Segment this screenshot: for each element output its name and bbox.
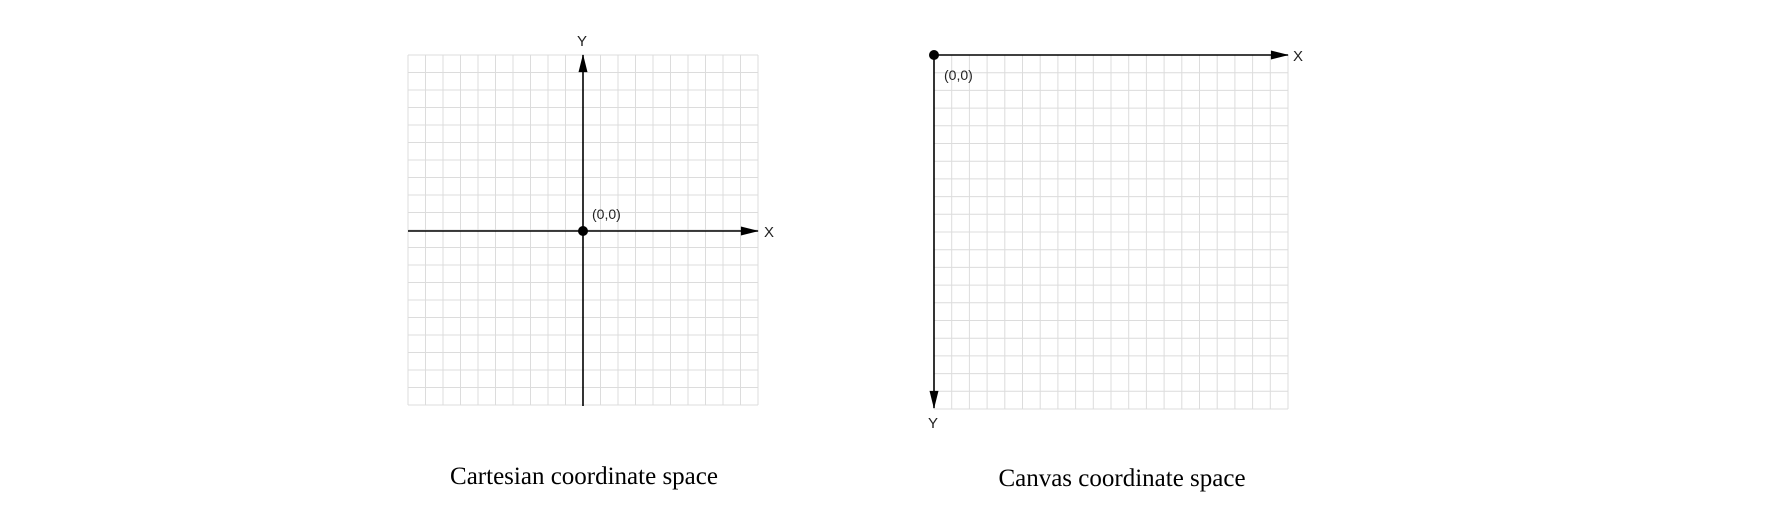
cartesian-origin-point bbox=[578, 226, 588, 236]
canvas-origin-label: (0,0) bbox=[944, 67, 973, 83]
canvas-caption: Canvas coordinate space bbox=[998, 465, 1245, 492]
canvas-grid bbox=[933, 54, 1289, 410]
cartesian-diagram: (0,0) X Y Cartesian coordinate space bbox=[407, 33, 774, 490]
cartesian-origin-label: (0,0) bbox=[592, 206, 621, 222]
cartesian-caption: Cartesian coordinate space bbox=[450, 463, 718, 490]
canvas-diagram: (0,0) X Y Canvas coordinate space bbox=[928, 48, 1303, 492]
canvas-origin-point bbox=[929, 50, 939, 60]
cartesian-x-axis-label: X bbox=[764, 224, 774, 241]
canvas-y-axis-label: Y bbox=[928, 415, 938, 432]
cartesian-y-axis-label: Y bbox=[577, 33, 587, 50]
canvas-x-axis-label: X bbox=[1293, 48, 1303, 65]
